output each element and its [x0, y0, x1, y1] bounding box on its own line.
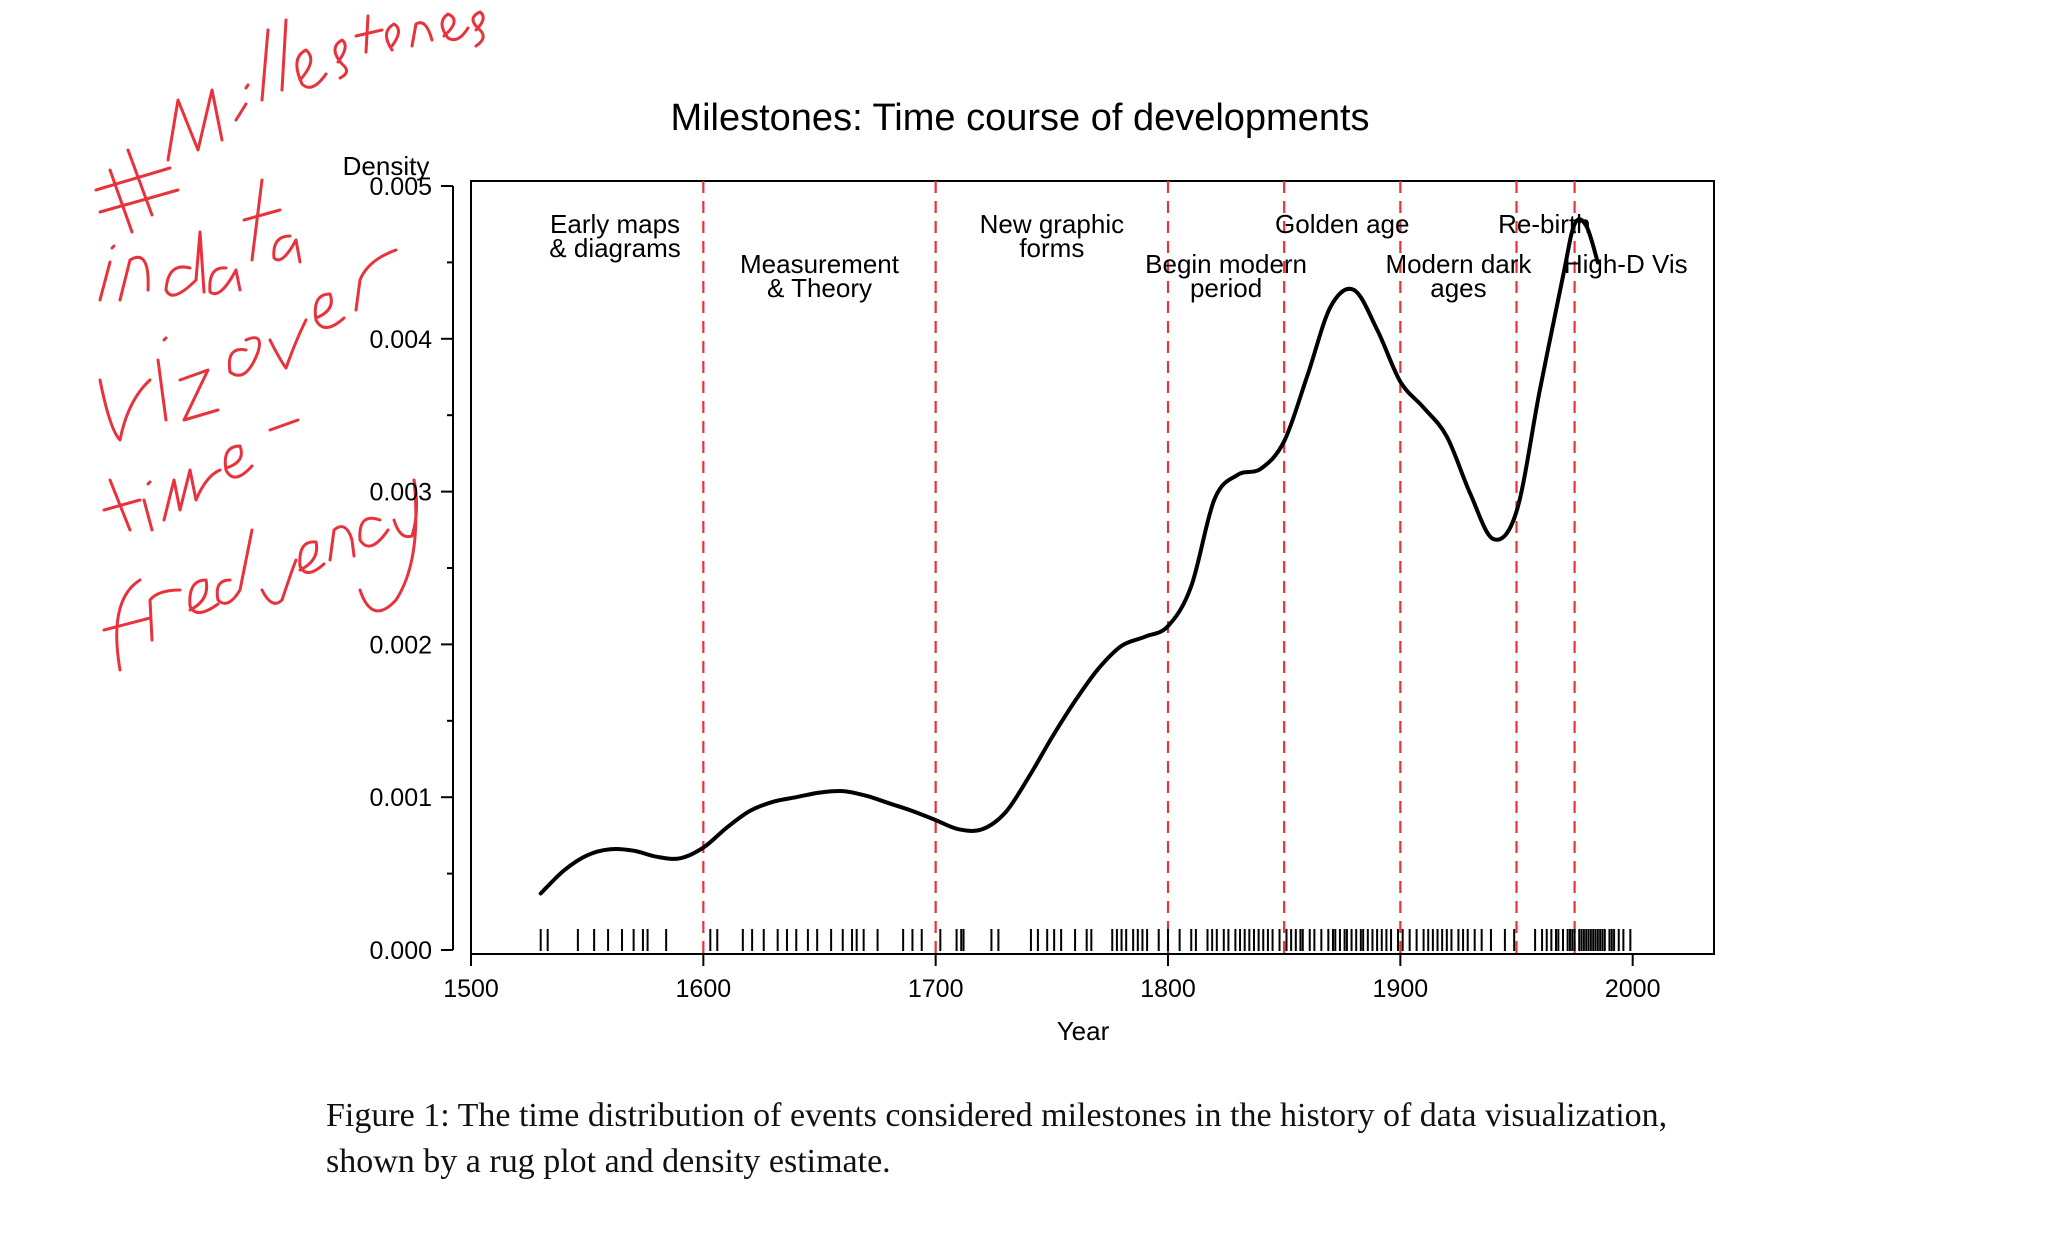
period-label-line: New graphic — [980, 209, 1125, 239]
period-label-line: period — [1190, 273, 1262, 303]
period-label-line: Modern dark — [1385, 249, 1532, 279]
y-tick-label: 0.004 — [369, 326, 432, 354]
chart-title: Milestones: Time course of developments — [670, 97, 1369, 139]
period-labels: Early maps & diagrams Measurement & Theory N… — [549, 209, 1687, 303]
period-label-line: Golden age — [1275, 209, 1409, 239]
y-tick-label: 0.002 — [369, 631, 432, 659]
handwritten-milestones-stroke — [166, 10, 485, 162]
handwritten-annotation — [94, 10, 485, 672]
period-label-line: Begin modern — [1145, 249, 1307, 279]
x-axis: 1500 1600 1700 1800 1900 2000 — [443, 954, 1660, 1003]
period-label: Measurement & Theory — [740, 249, 900, 303]
period-label-line: Early maps — [550, 209, 680, 239]
handwritten-frequency-stroke — [102, 478, 419, 672]
period-label-line: Measurement — [740, 249, 900, 279]
plot-frame — [470, 180, 1715, 955]
period-label: Early maps & diagrams — [549, 209, 681, 263]
y-tick-label: 0.005 — [369, 173, 432, 201]
y-tick-label: 0.003 — [369, 479, 432, 507]
x-tick-label: 1900 — [1373, 975, 1429, 1003]
period-label: Begin modern period — [1145, 249, 1307, 303]
period-label-line: ages — [1430, 273, 1486, 303]
period-label: High-D Vis — [1564, 249, 1688, 279]
y-axis: 0.000 0.001 0.002 0.003 0.004 0.005 — [369, 173, 454, 965]
figure-caption: Figure 1: The time distribution of event… — [326, 1097, 1668, 1180]
period-label: New graphic forms — [980, 209, 1125, 263]
x-tick-label: 2000 — [1605, 975, 1661, 1003]
handwritten-hash-stroke — [94, 148, 180, 234]
period-label-line: High-D Vis — [1564, 249, 1688, 279]
x-tick-label: 1700 — [908, 975, 964, 1003]
period-label: Golden age — [1275, 209, 1409, 239]
period-label-line: forms — [1019, 233, 1084, 263]
period-lines — [702, 181, 1576, 954]
x-axis-label: Year — [1057, 1016, 1110, 1046]
density-curve — [538, 217, 1600, 896]
period-label: Modern dark ages — [1385, 249, 1532, 303]
y-tick-label: 0.001 — [369, 784, 432, 812]
y-axis-label: Density — [343, 151, 430, 181]
period-label-line: & Theory — [767, 273, 872, 303]
handwritten-viz-over-stroke — [98, 248, 398, 442]
x-tick-label: 1800 — [1140, 975, 1196, 1003]
handwritten-time-stroke — [102, 418, 300, 532]
rug-plot — [539, 929, 1632, 951]
x-tick-label: 1600 — [676, 975, 732, 1003]
period-label-line: & diagrams — [549, 233, 681, 263]
handwritten-in-data-stroke — [98, 178, 302, 302]
x-tick-label: 1500 — [443, 975, 499, 1003]
y-tick-label: 0.000 — [369, 937, 432, 965]
